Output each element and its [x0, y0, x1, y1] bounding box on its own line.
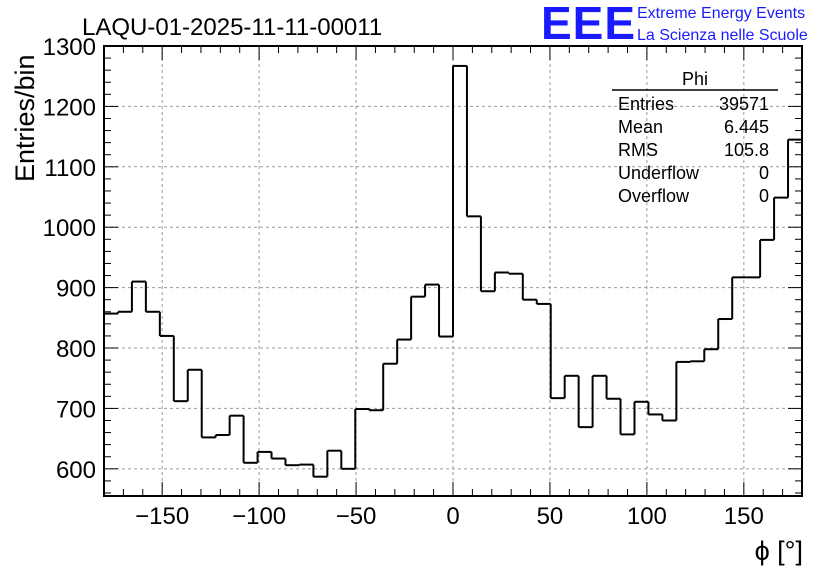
- x-axis-title: ϕ [°]: [755, 536, 803, 566]
- y-tick-label: 1200: [43, 94, 96, 121]
- logo-line-2: La Scienza nelle Scuole: [637, 27, 808, 44]
- stats-label-entries: Entries: [618, 94, 674, 114]
- x-tick-label: −100: [232, 503, 286, 530]
- eee-logo: EEE: [541, 0, 636, 49]
- logo-line-1: Extreme Energy Events: [637, 5, 805, 22]
- axis-ticks: −150 −100 −50 0 50 100 150 600 700 800 900 1000 1100…: [43, 34, 803, 530]
- x-tick-label: 50: [537, 503, 564, 530]
- stats-label-mean: Mean: [618, 117, 663, 137]
- stats-value-underflow: 0: [759, 163, 769, 183]
- x-tick-label: −50: [336, 503, 377, 530]
- y-tick-label: 1100: [44, 155, 96, 182]
- stats-value-rms: 105.8: [724, 140, 769, 160]
- y-tick-label: 1300: [43, 34, 96, 61]
- stats-title: Phi: [682, 69, 708, 89]
- stats-value-mean: 6.445: [724, 117, 769, 137]
- stats-value-overflow: 0: [759, 186, 769, 206]
- stats-label-underflow: Underflow: [618, 163, 700, 183]
- x-tick-label: 0: [446, 503, 459, 530]
- x-tick-label: 100: [627, 503, 667, 530]
- x-tick-label: 150: [724, 503, 764, 530]
- stats-box: Phi Entries 39571 Mean 6.445 RMS 105.8 U…: [612, 69, 778, 206]
- histogram-bins: [104, 64, 802, 478]
- y-tick-label: 1000: [43, 215, 96, 242]
- stats-label-rms: RMS: [618, 140, 658, 160]
- y-tick-label: 700: [56, 396, 96, 423]
- x-tick-label: −150: [135, 503, 189, 530]
- chart-title: LAQU-01-2025-11-11-00011: [82, 14, 382, 41]
- y-axis-title: Entries/bin: [10, 54, 40, 182]
- y-tick-label: 600: [56, 457, 96, 484]
- y-tick-label: 900: [56, 276, 96, 303]
- stats-value-entries: 39571: [719, 94, 769, 114]
- stats-label-overflow: Overflow: [618, 186, 690, 206]
- y-tick-label: 800: [56, 336, 96, 363]
